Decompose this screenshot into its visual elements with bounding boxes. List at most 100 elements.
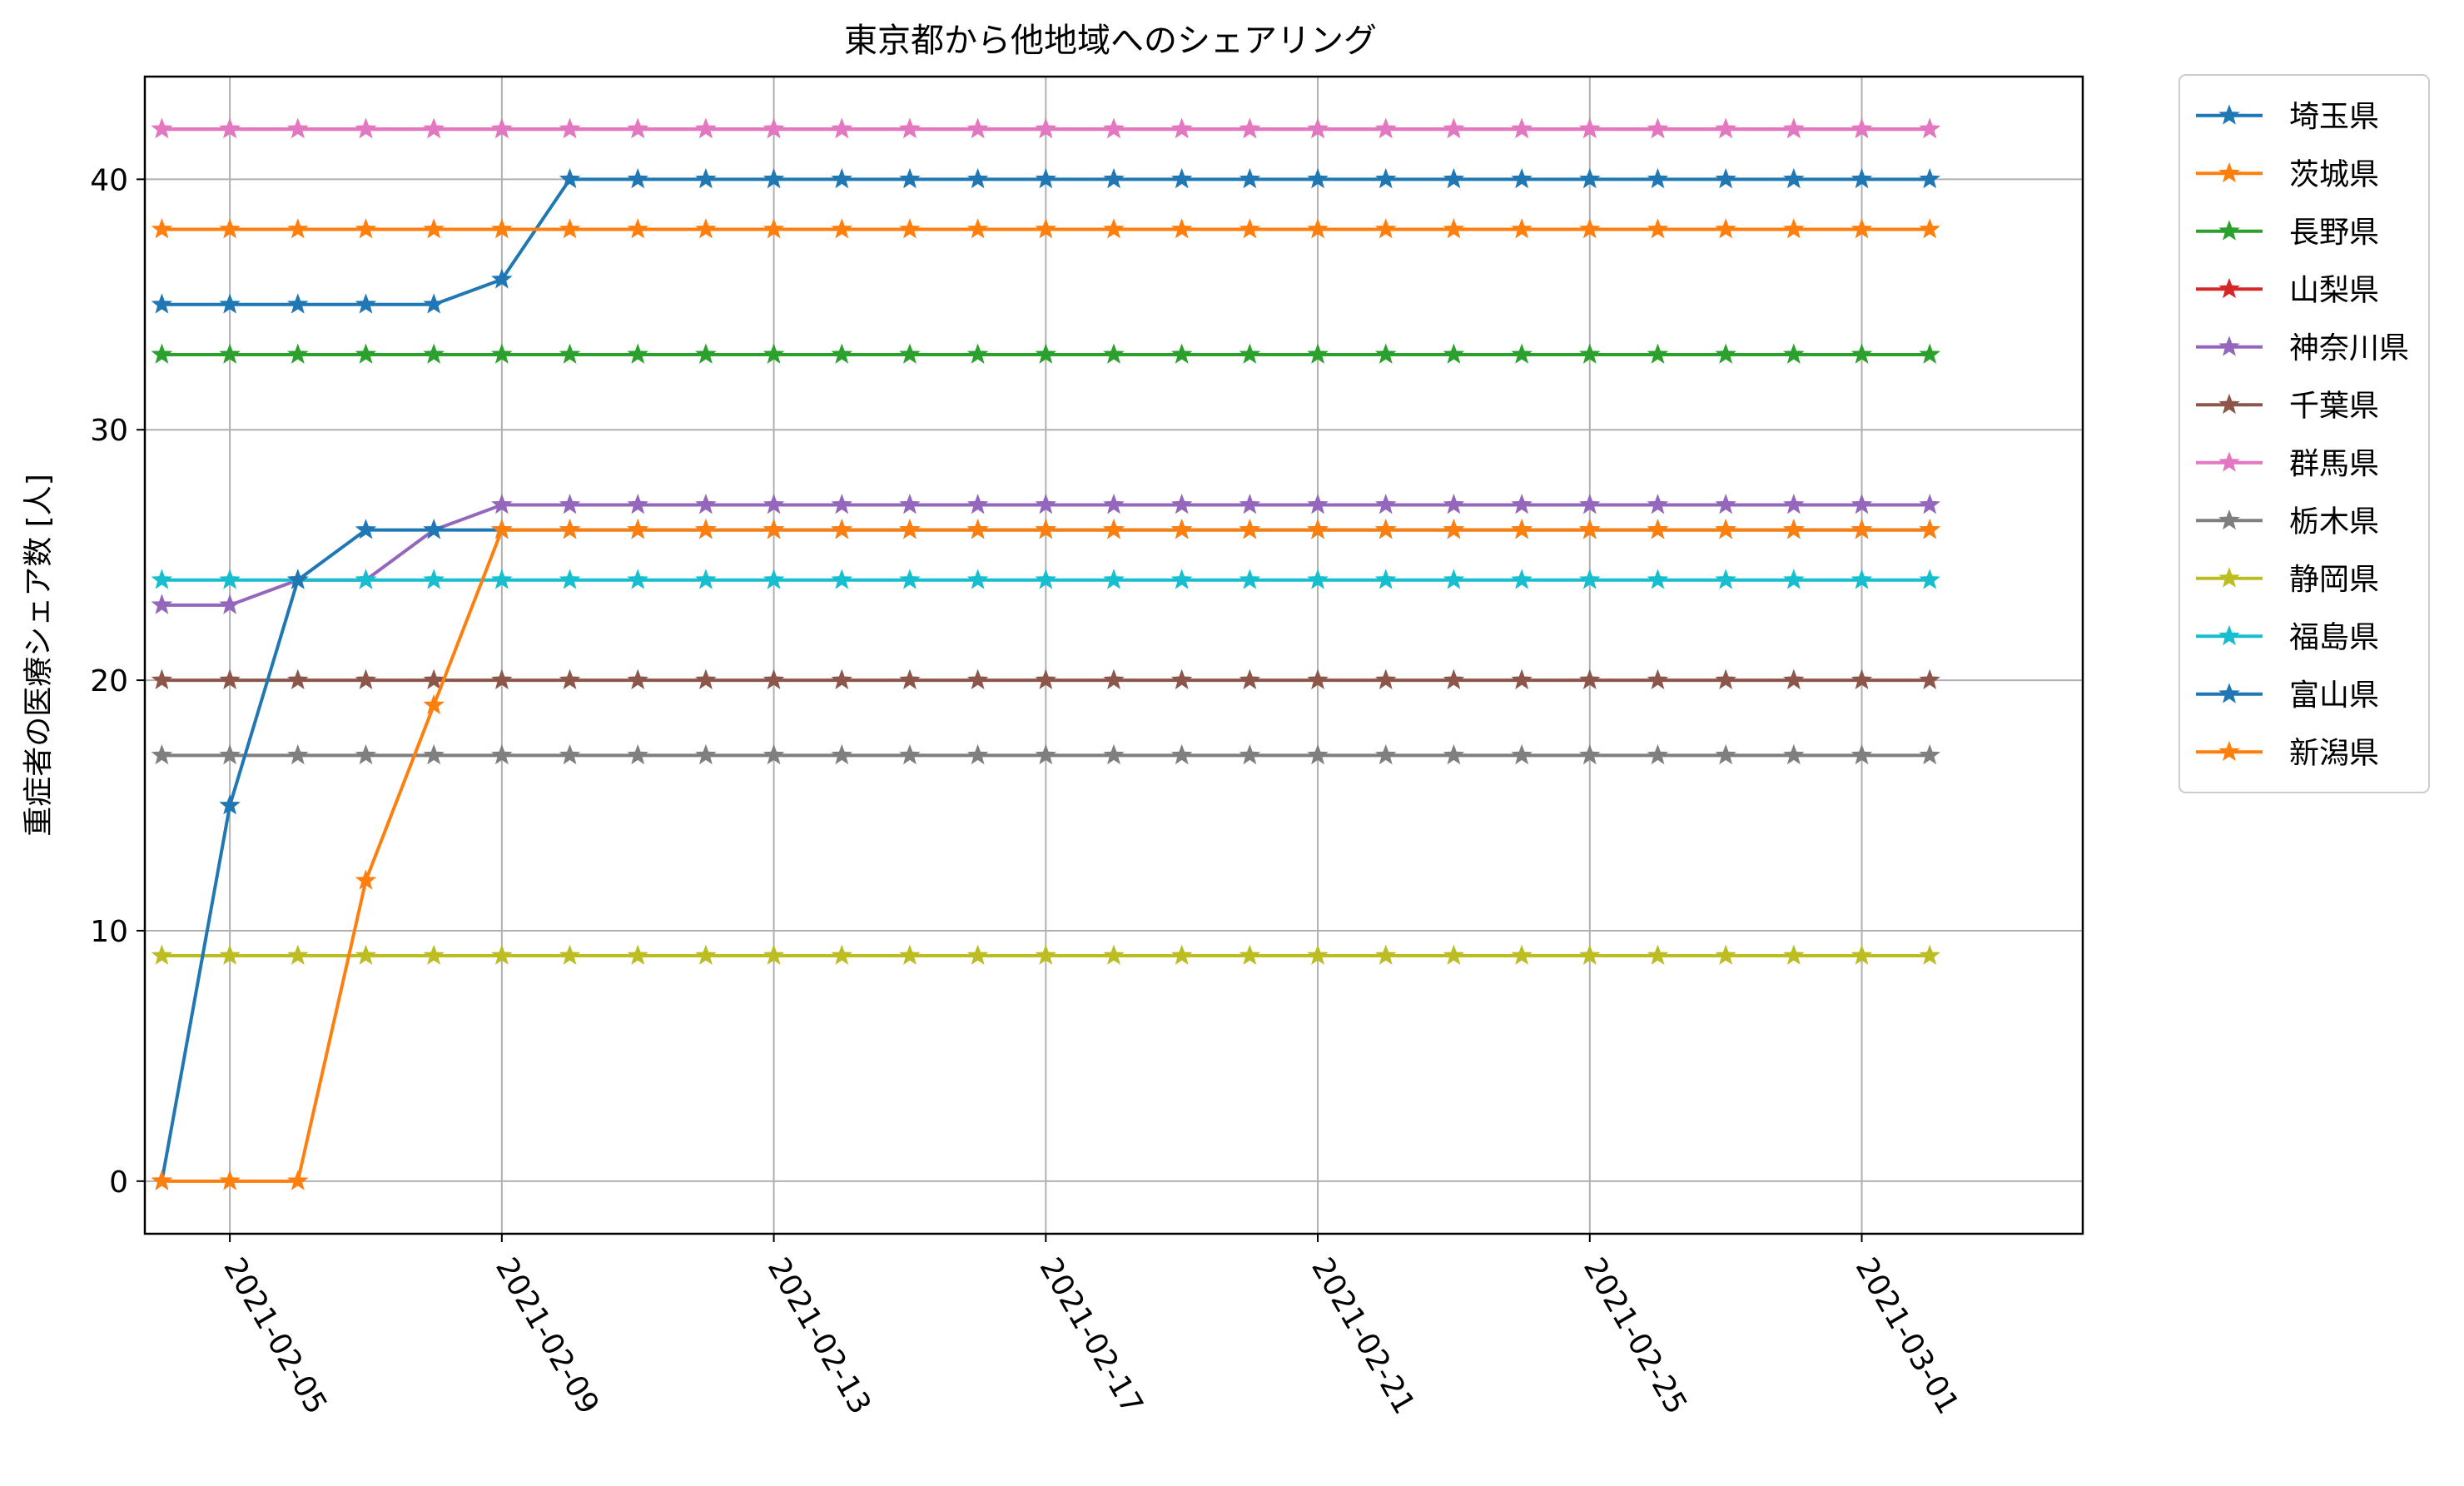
data-point — [1103, 668, 1125, 689]
legend-item: 栃木県 — [2196, 504, 2379, 539]
data-point — [695, 218, 717, 239]
legend-label: 神奈川県 — [2289, 331, 2409, 365]
data-point — [1374, 343, 1397, 364]
data-point — [1239, 668, 1261, 689]
data-point — [1783, 117, 1805, 139]
data-point — [627, 668, 648, 689]
series-5 — [151, 668, 1940, 689]
data-point — [287, 668, 309, 689]
data-point — [695, 117, 717, 139]
legend-swatch-marker — [2218, 740, 2240, 762]
legend-swatch-marker — [2218, 567, 2240, 588]
data-point — [966, 117, 989, 139]
data-point — [695, 944, 717, 965]
data-point — [831, 944, 853, 965]
data-point — [1783, 569, 1805, 589]
data-point — [1374, 117, 1397, 139]
data-point — [355, 117, 377, 139]
data-point — [559, 569, 581, 589]
data-point — [219, 743, 241, 765]
data-point — [831, 668, 853, 689]
data-point — [763, 167, 785, 189]
data-point — [1715, 167, 1736, 189]
data-point — [1443, 494, 1465, 514]
data-point — [1170, 167, 1193, 189]
data-point — [899, 519, 921, 539]
data-point — [1307, 743, 1329, 765]
series-2 — [151, 343, 1940, 364]
data-point — [151, 668, 173, 689]
data-point — [1579, 569, 1601, 589]
data-point — [763, 569, 785, 589]
legend-box — [2178, 74, 2430, 793]
data-point — [695, 668, 717, 689]
data-point — [627, 117, 648, 139]
data-point — [287, 218, 309, 239]
data-point — [899, 167, 921, 189]
data-point — [219, 343, 241, 364]
data-point — [1374, 743, 1397, 765]
data-point — [1035, 117, 1057, 139]
series-0 — [151, 167, 1940, 314]
data-point — [1850, 494, 1873, 514]
series-1 — [151, 218, 1940, 239]
data-point — [1647, 569, 1669, 589]
data-point — [1647, 343, 1669, 364]
data-point — [1783, 668, 1805, 689]
data-point — [899, 117, 921, 139]
data-point — [763, 117, 785, 139]
data-point — [151, 218, 173, 239]
legend-label: 福島県 — [2289, 620, 2379, 654]
data-point — [1783, 167, 1805, 189]
data-point — [423, 519, 445, 539]
data-point — [1239, 743, 1261, 765]
data-point — [1170, 569, 1193, 589]
data-point — [491, 743, 513, 765]
data-point — [151, 343, 173, 364]
y-tick-label: 30 — [90, 414, 128, 448]
data-point — [1103, 494, 1125, 514]
data-point — [1170, 218, 1193, 239]
data-point — [831, 167, 853, 189]
data-point — [966, 944, 989, 965]
data-point — [627, 569, 648, 589]
series-lines — [151, 117, 1940, 1190]
data-point — [1035, 944, 1057, 965]
legend-swatch-marker — [2218, 683, 2240, 703]
legend-swatch-marker — [2218, 509, 2240, 530]
data-point — [1511, 743, 1533, 765]
y-tick-label: 40 — [90, 163, 128, 197]
data-point — [423, 218, 445, 239]
legend-item: 新潟県 — [2196, 736, 2379, 770]
data-point — [491, 569, 513, 589]
data-point — [287, 1170, 309, 1190]
data-point — [1919, 743, 1940, 765]
legend-label: 埼玉県 — [2289, 100, 2379, 134]
data-point — [627, 944, 648, 965]
legend-item: 神奈川県 — [2196, 331, 2409, 365]
data-point — [1170, 117, 1193, 139]
data-point — [491, 494, 513, 514]
data-point — [1579, 743, 1601, 765]
data-point — [151, 944, 173, 965]
data-point — [1919, 494, 1940, 514]
data-point — [1850, 668, 1873, 689]
data-point — [423, 743, 445, 765]
data-point — [763, 343, 785, 364]
data-point — [1374, 944, 1397, 965]
data-point — [1035, 569, 1057, 589]
data-point — [966, 167, 989, 189]
legend-item: 長野県 — [2196, 216, 2379, 250]
data-point — [1443, 218, 1465, 239]
data-point — [1035, 343, 1057, 364]
data-point — [1239, 569, 1261, 589]
data-point — [1239, 218, 1261, 239]
data-point — [491, 268, 513, 289]
data-point — [559, 117, 581, 139]
legend-item: 埼玉県 — [2196, 100, 2379, 134]
data-point — [1579, 218, 1601, 239]
legend-label: 栃木県 — [2289, 504, 2379, 539]
data-point — [1511, 167, 1533, 189]
